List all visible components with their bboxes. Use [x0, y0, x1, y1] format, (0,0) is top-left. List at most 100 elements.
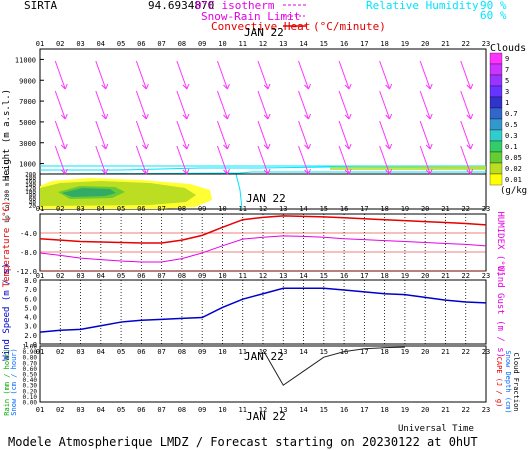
cloud-legend-swatch [489, 129, 503, 142]
wind-barb-head [263, 144, 269, 150]
wind-barb [298, 90, 310, 120]
hour-tick-label: 10 [218, 40, 226, 48]
bl-tick-label: 180 [25, 175, 36, 182]
wind-barb-head [60, 84, 66, 90]
hour-tick-label: 09 [198, 40, 206, 48]
wind-barb-head [429, 113, 433, 120]
precip-tick-label: 0.40 [23, 377, 38, 384]
wind-gust-ylabel: Wind Gust (m / s) [495, 266, 505, 358]
hour-tick-label: 23 [482, 348, 490, 356]
wind-barb-head [308, 168, 312, 175]
wind-barb [135, 90, 147, 120]
cloud-legend-swatch [489, 162, 503, 175]
hour-tick-label: 10 [218, 272, 226, 280]
site-name: SIRTA [24, 0, 57, 12]
hour-tick-label: 20 [421, 348, 429, 356]
precip-panel-frame [39, 345, 487, 403]
hour-tick-label: 09 [198, 348, 206, 356]
legend-isotherm-label: 0°C isotherm [195, 0, 275, 12]
wind-barb-head [267, 143, 271, 150]
wind-barb-head [226, 143, 230, 150]
precip-tick-label: 0.50 [23, 372, 38, 379]
wind-barb-head [429, 83, 433, 90]
wind-barb [95, 60, 107, 90]
hour-tick-label: 01 [36, 272, 44, 280]
wind-barb [460, 145, 472, 175]
cloud-legend-swatch [489, 107, 503, 120]
wind-tick-label: 7.0 [24, 286, 37, 294]
legend-rh-90: 90 % [480, 0, 507, 12]
wind-barb [257, 90, 269, 120]
wind-barb-head [226, 113, 230, 120]
wind-barb-head [304, 144, 309, 150]
wind-barb [379, 90, 391, 120]
wind-barb [95, 120, 107, 150]
wind-barb [135, 145, 147, 175]
cloud-legend-level: 0.5 [505, 121, 518, 129]
hour-axis-labels: 01 02 03 04 05 06 07 08 09 10 11 12 13 14 15 16 17 18 19 20… [36, 40, 490, 414]
wind-barb-head [389, 143, 393, 150]
wind-barb-head [182, 114, 188, 120]
height-yticks: 1000 3000 5000 7000 9000 11000 [15, 56, 44, 169]
temperature-hgrid [40, 232, 486, 272]
wind-barb-head [466, 84, 472, 90]
wind-barb-head [425, 144, 431, 150]
hour-tick-label: 10 [218, 406, 226, 414]
hour-tick-label: 08 [178, 205, 186, 213]
cloud-legend-swatch [489, 85, 503, 98]
hour-tick-label: 13 [279, 272, 287, 280]
wind-barb-head [145, 83, 149, 90]
cloud-band-high [330, 166, 486, 170]
wind-barb [176, 60, 188, 90]
wind-barb-head [145, 113, 149, 120]
hour-tick-label: 09 [198, 406, 206, 414]
hour-tick-label: 12 [259, 272, 267, 280]
wind-barb-head [385, 84, 390, 90]
cloud-legend-swatch [489, 52, 503, 65]
date-label-bottom: JAN 22 [246, 410, 286, 423]
hour-tick-label: 22 [462, 40, 470, 48]
hour-tick-label: 17 [360, 348, 368, 356]
wind-barb [338, 60, 350, 90]
wind-barb-head [385, 169, 390, 175]
wind-barb [460, 60, 472, 90]
hour-tick-label: 02 [56, 272, 64, 280]
hour-tick-label: 12 [259, 205, 267, 213]
hour-tick-label: 13 [279, 348, 287, 356]
hour-tick-label: 20 [421, 205, 429, 213]
wind-barb [419, 120, 431, 150]
hour-tick-label: 17 [360, 205, 368, 213]
wind-barb-head [425, 169, 431, 175]
wind-barb-head [226, 83, 230, 90]
hour-tick-label: 15 [320, 272, 328, 280]
wind-barb-head [223, 144, 228, 150]
cloud-area-darkgreen [62, 188, 116, 197]
precip-tick-label: 0.30 [23, 383, 38, 390]
wind-barb-head [470, 113, 474, 120]
wind-barb [298, 145, 310, 175]
hour-tick-label: 23 [482, 406, 490, 414]
hour-tick-label: 04 [97, 205, 105, 213]
hour-tick-label: 02 [56, 205, 64, 213]
wind-barb-head [223, 169, 228, 175]
hour-tick-label: 12 [259, 40, 267, 48]
hour-tick-label: 23 [482, 40, 490, 48]
temperature-yticks: -4.0 -8.0 -12.0 [16, 230, 37, 276]
hour-tick-label: 03 [76, 272, 84, 280]
bl-tick-label: 80 [29, 193, 37, 200]
wind-tick-label: 3.0 [24, 323, 37, 331]
wind-barb-head [142, 144, 147, 150]
wind-tick-label: 6.0 [24, 295, 37, 303]
wind-barb-head [101, 144, 107, 150]
cloud-legend-swatch [489, 63, 503, 76]
wind-barb [419, 90, 431, 120]
cloud-legend-unit: (g/kg) [500, 186, 528, 196]
hour-tick-label: 03 [76, 40, 84, 48]
cloud-fraction-series-line [262, 346, 405, 386]
hour-tick-label: 06 [137, 272, 145, 280]
hour-tick-label: 22 [462, 348, 470, 356]
bl-tick-label: 160 [25, 179, 36, 186]
hour-tick-label: 08 [178, 348, 186, 356]
hour-tick-label: 06 [137, 348, 145, 356]
